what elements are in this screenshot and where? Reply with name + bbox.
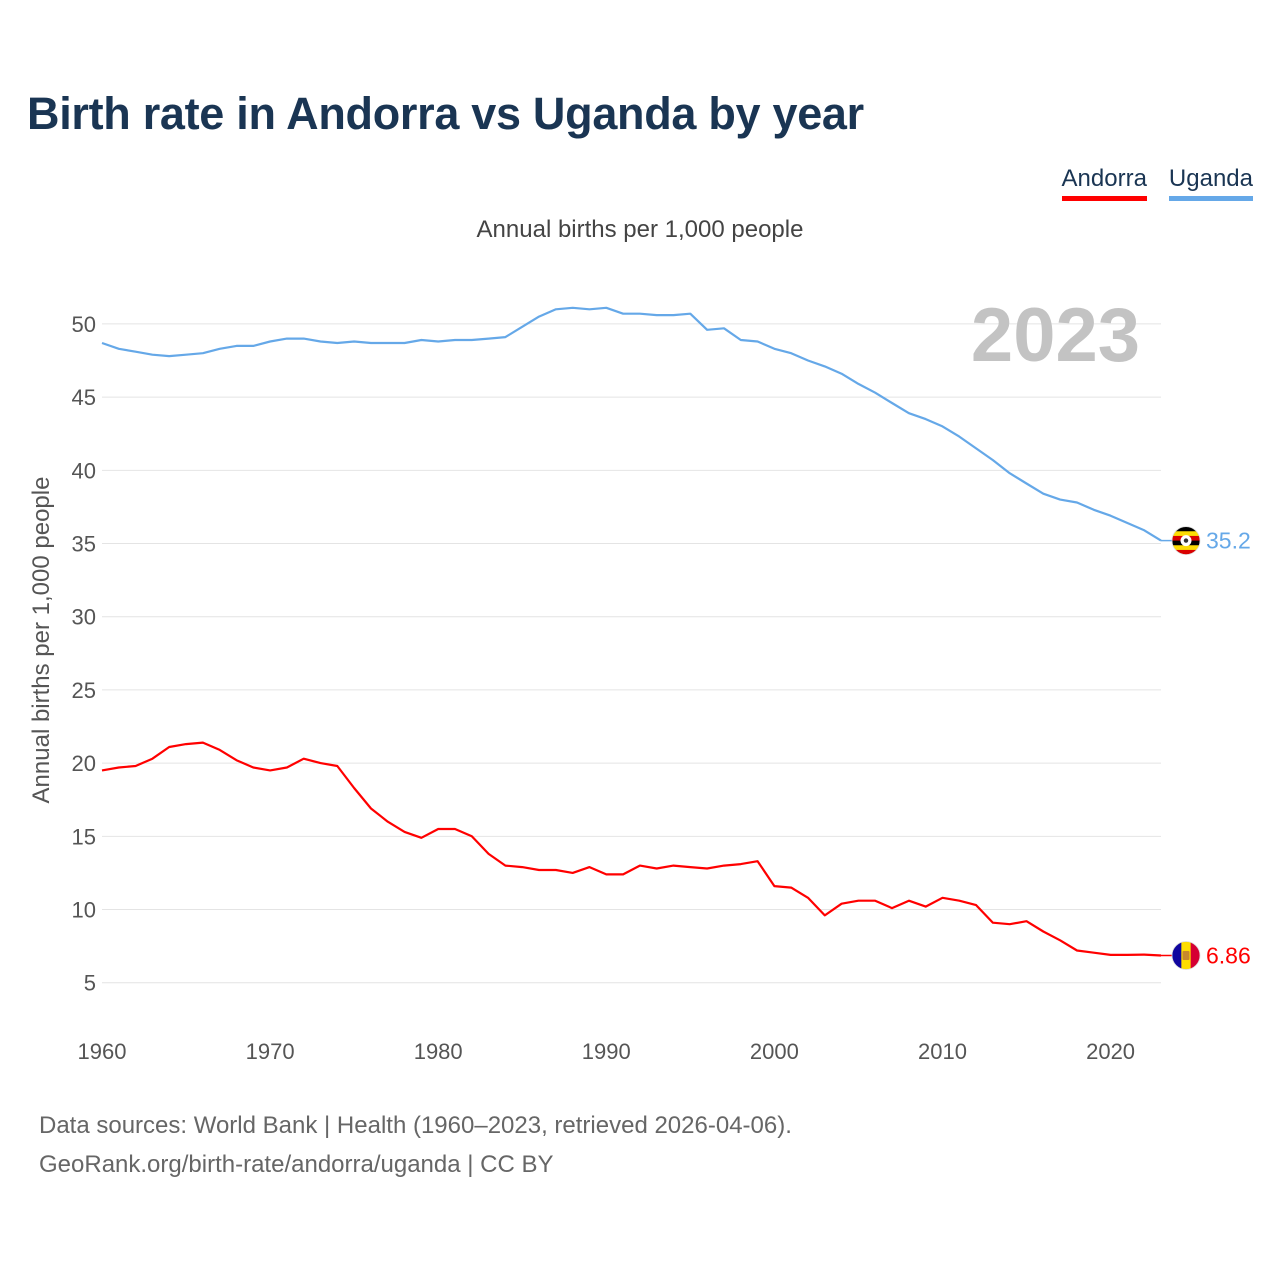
legend-item-andorra[interactable]: Andorra xyxy=(1061,166,1147,201)
end-value-label-andorra: 6.86 xyxy=(1206,942,1251,968)
chart-subtitle: Annual births per 1,000 people xyxy=(476,216,804,243)
source-url-text[interactable]: GeoRank.org/birth-rate/andorra/uganda | … xyxy=(39,1151,554,1178)
x-axis-ticks: 1960 1970 1980 1990 2000 2010 2020 xyxy=(78,1039,1136,1064)
x-tick-label: 1980 xyxy=(414,1039,463,1064)
x-tick-label: 1990 xyxy=(582,1039,631,1064)
y-axis-ticks: 5 10 15 20 25 30 35 40 45 50 xyxy=(72,312,96,996)
gridlines xyxy=(102,323,1161,984)
y-tick-label: 45 xyxy=(72,385,96,410)
series-line-andorra xyxy=(101,741,1162,957)
footer: Data sources: World Bank | Health (1960–… xyxy=(39,1106,792,1184)
y-tick-label: 50 xyxy=(72,312,96,337)
x-tick-label: 2000 xyxy=(750,1039,799,1064)
y-tick-label: 40 xyxy=(72,458,96,483)
y-tick-label: 25 xyxy=(72,678,96,703)
y-tick-label: 15 xyxy=(72,824,96,849)
x-tick-label: 2020 xyxy=(1086,1039,1135,1064)
current-year-label: 2023 xyxy=(971,293,1140,378)
y-tick-label: 10 xyxy=(72,898,96,923)
series-end-markers: 6.86 35.2 xyxy=(1161,526,1251,970)
legend-item-uganda[interactable]: Uganda xyxy=(1168,166,1253,201)
x-tick-label: 1970 xyxy=(246,1039,295,1064)
series-line-uganda xyxy=(101,306,1162,542)
series-lines xyxy=(101,306,1162,957)
legend: Andorra Uganda xyxy=(1061,166,1253,201)
y-tick-label: 30 xyxy=(72,605,96,630)
x-tick-label: 2010 xyxy=(918,1039,967,1064)
uganda-flag-icon xyxy=(1171,526,1201,555)
y-tick-label: 20 xyxy=(72,751,96,776)
end-value-label-uganda: 35.2 xyxy=(1206,528,1251,554)
y-tick-label: 35 xyxy=(72,532,96,557)
y-tick-label: 5 xyxy=(84,971,96,996)
data-source-text: Data sources: World Bank | Health (1960–… xyxy=(39,1112,792,1139)
andorra-flag-icon xyxy=(1171,941,1201,970)
chart-title: Birth rate in Andorra vs Uganda by year xyxy=(27,88,864,139)
x-tick-label: 1960 xyxy=(78,1039,127,1064)
